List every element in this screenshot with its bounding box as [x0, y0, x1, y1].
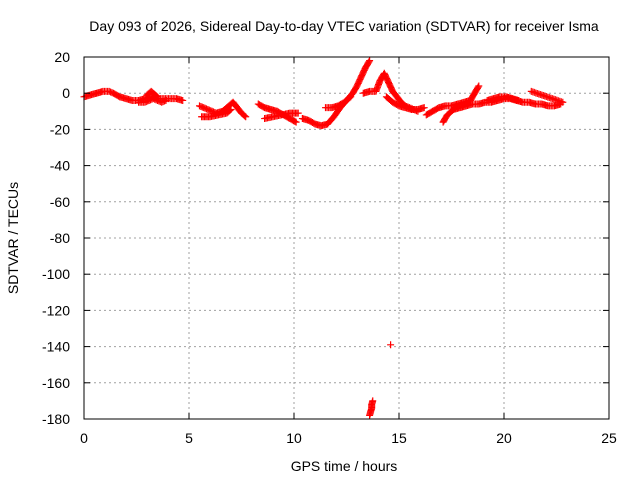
y-tick-label: -140	[42, 339, 70, 355]
x-tick-label: 0	[80, 430, 88, 446]
data-point	[242, 113, 250, 121]
y-tick-label: -60	[50, 194, 70, 210]
chart-title: Day 093 of 2026, Sidereal Day-to-day VTE…	[89, 18, 599, 34]
y-tick-label: -120	[42, 302, 70, 318]
data-point	[152, 92, 160, 100]
data-point	[420, 104, 428, 112]
data-point	[294, 109, 302, 117]
data-series	[80, 57, 567, 419]
x-tick-label: 25	[601, 430, 617, 446]
data-point	[347, 93, 355, 101]
data-point	[226, 106, 234, 114]
y-tick-label: -100	[42, 266, 70, 282]
x-axis-label: GPS time / hours	[291, 458, 398, 474]
data-point	[515, 96, 523, 104]
x-tick-label: 10	[286, 430, 302, 446]
data-point	[369, 397, 377, 405]
data-point	[387, 341, 395, 349]
y-tick-label: -40	[50, 158, 70, 174]
y-tick-label: 0	[62, 85, 70, 101]
data-point	[559, 98, 567, 106]
data-point	[366, 57, 374, 65]
data-point	[241, 112, 249, 120]
axis-ticks: 0 5 10 15 20 25 20 0 -20 -40 -60 -80 -100 -120 -140 -16…	[42, 49, 617, 446]
data-point	[365, 58, 373, 66]
x-tick-label: 15	[391, 430, 407, 446]
data-point	[292, 118, 300, 126]
data-point	[346, 94, 354, 102]
data-point	[474, 83, 482, 91]
data-point	[291, 117, 299, 125]
data-point	[179, 96, 187, 104]
x-tick-label: 20	[496, 430, 512, 446]
y-axis-label: SDTVAR / TECUs	[5, 182, 21, 294]
data-point	[475, 82, 483, 90]
y-tick-label: -20	[50, 121, 70, 137]
y-tick-label: -160	[42, 375, 70, 391]
y-tick-label: -80	[50, 230, 70, 246]
data-point	[161, 97, 168, 105]
data-point	[154, 93, 161, 101]
y-tick-label: -180	[42, 411, 70, 427]
data-point	[227, 105, 235, 113]
x-tick-label: 5	[185, 430, 193, 446]
y-tick-label: 20	[54, 49, 70, 65]
data-point	[162, 96, 170, 104]
